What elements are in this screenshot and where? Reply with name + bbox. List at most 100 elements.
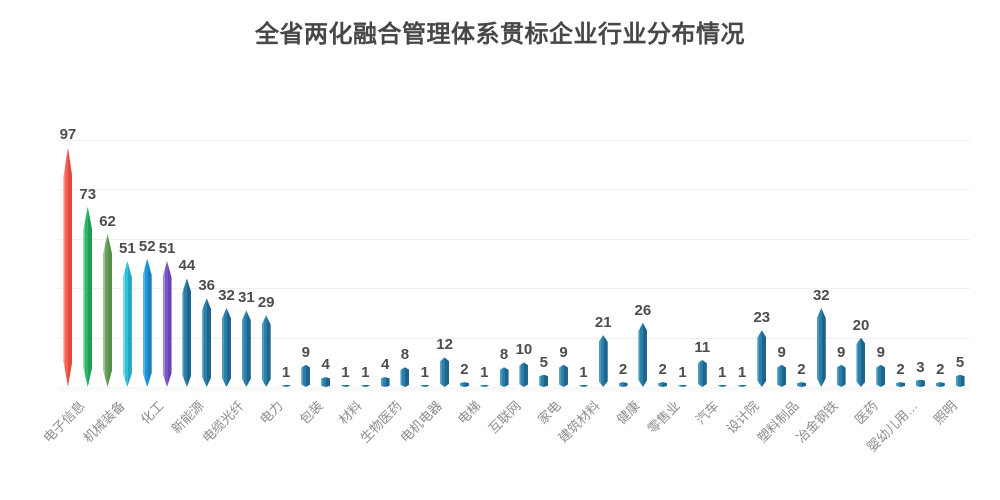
chart-bar[interactable] xyxy=(837,365,846,387)
x-axis-label: 电机电器 xyxy=(397,398,445,446)
chart-bar[interactable] xyxy=(936,382,945,387)
chart-bar[interactable] xyxy=(182,278,191,387)
chart-bar[interactable] xyxy=(876,365,885,387)
bar-value-label: 5 xyxy=(539,353,548,371)
x-axis-label: 生物医药 xyxy=(357,398,405,446)
chart-bar[interactable] xyxy=(599,335,608,387)
chart-bar[interactable] xyxy=(539,375,548,387)
bar-value-label: 97 xyxy=(59,126,77,144)
x-axis-label: 健康 xyxy=(613,398,643,428)
chart-bar[interactable] xyxy=(658,382,667,387)
bar-value-label: 1 xyxy=(281,363,291,381)
bar-value-label: 2 xyxy=(936,361,945,379)
chart-bar[interactable] xyxy=(698,360,707,387)
chart-bar[interactable] xyxy=(559,365,568,387)
bar-value-label: 9 xyxy=(836,343,846,361)
bar-value-label: 10 xyxy=(515,341,533,359)
gridline xyxy=(58,288,970,290)
chart-bar[interactable] xyxy=(519,362,528,387)
gridline xyxy=(58,189,970,191)
chart-bar[interactable] xyxy=(738,385,747,388)
chart-bar[interactable] xyxy=(896,382,905,387)
chart-bar[interactable] xyxy=(797,382,806,387)
bar-value-label: 12 xyxy=(436,336,453,354)
chart-bar[interactable] xyxy=(757,330,766,387)
chart-bar[interactable] xyxy=(301,365,310,387)
chart-bar[interactable] xyxy=(262,315,271,387)
chart-bar[interactable] xyxy=(619,382,628,387)
chart-bar[interactable] xyxy=(480,385,489,388)
axis-shadow-band xyxy=(58,387,970,395)
chart-bar[interactable] xyxy=(777,365,786,387)
chart-bar[interactable] xyxy=(638,323,647,387)
bar-value-label: 2 xyxy=(797,361,806,379)
x-axis-label: 包装 xyxy=(296,398,326,428)
x-axis-label: 电子信息 xyxy=(40,398,88,446)
bar-value-label: 32 xyxy=(218,286,235,304)
bar-value-label: 26 xyxy=(634,301,652,319)
bar-value-label: 1 xyxy=(737,363,747,381)
bar-value-label: 4 xyxy=(321,356,330,374)
chart-bar[interactable] xyxy=(381,377,390,387)
chart-title: 全省两化融合管理体系贯标企业行业分布情况 xyxy=(255,21,745,48)
bar-value-label: 9 xyxy=(559,343,568,361)
gridline xyxy=(58,140,970,141)
chart-bar[interactable] xyxy=(460,382,469,387)
chart-bar[interactable] xyxy=(202,298,211,387)
chart-bar[interactable] xyxy=(123,261,132,387)
chart-bar[interactable] xyxy=(718,385,727,388)
bar-value-label: 36 xyxy=(198,277,216,295)
bar-value-label: 1 xyxy=(341,363,350,381)
x-axis-label: 汽车 xyxy=(693,398,723,428)
chart-bar[interactable] xyxy=(341,385,350,388)
chart-bar[interactable] xyxy=(817,308,826,387)
chart-bar[interactable] xyxy=(856,338,865,387)
x-axis-label: 机械装备 xyxy=(79,398,128,446)
bar-value-label: 21 xyxy=(594,314,612,332)
chart-bar[interactable] xyxy=(400,367,409,387)
x-axis-label: 塑料制品 xyxy=(753,398,802,446)
chart-bar[interactable] xyxy=(500,367,509,387)
chart-bar[interactable] xyxy=(163,261,172,387)
bar-value-label: 29 xyxy=(257,294,275,312)
x-axis-label: 电力 xyxy=(256,398,286,428)
chart-bar[interactable] xyxy=(143,259,152,387)
bar-value-label: 73 xyxy=(79,185,97,203)
chart-bar[interactable] xyxy=(956,375,965,387)
bar-value-label: 2 xyxy=(658,361,667,379)
bar-value-label: 8 xyxy=(400,346,410,364)
bar-value-label: 23 xyxy=(753,309,771,327)
bar-value-label: 1 xyxy=(420,363,429,381)
x-axis-label: 照明 xyxy=(930,398,960,428)
bar-value-label: 11 xyxy=(694,338,711,356)
chart-bar[interactable] xyxy=(242,310,251,387)
chart-bar[interactable] xyxy=(321,377,330,387)
bar-value-label: 31 xyxy=(238,289,255,307)
bar-value-label: 1 xyxy=(579,363,588,381)
bar-value-label: 20 xyxy=(852,316,870,334)
x-axis-label: 家电 xyxy=(534,398,564,428)
chart-bar[interactable] xyxy=(103,234,112,387)
chart-bar[interactable] xyxy=(579,385,588,388)
bar-value-label: 9 xyxy=(876,343,885,361)
chart-bar[interactable] xyxy=(361,385,370,388)
chart-bar[interactable] xyxy=(83,207,92,387)
bar-value-label: 51 xyxy=(158,240,176,258)
gridline xyxy=(58,337,970,339)
bar-value-label: 9 xyxy=(301,343,310,361)
x-axis-label: 化工 xyxy=(137,398,167,428)
chart-bar[interactable] xyxy=(440,357,449,387)
x-axis-label: 零售业 xyxy=(644,398,683,437)
bar-value-label: 1 xyxy=(718,363,727,381)
bar-value-label: 2 xyxy=(618,361,628,379)
bar-value-label: 8 xyxy=(499,346,509,364)
chart-bar[interactable] xyxy=(916,380,925,387)
bar-value-label: 1 xyxy=(678,363,687,381)
bar-value-label: 3 xyxy=(916,358,925,376)
chart-bar[interactable] xyxy=(222,308,231,387)
chart-bar[interactable] xyxy=(63,147,72,387)
chart-bar[interactable] xyxy=(282,385,291,388)
chart-bar[interactable] xyxy=(678,385,687,388)
chart-bar[interactable] xyxy=(420,385,429,388)
